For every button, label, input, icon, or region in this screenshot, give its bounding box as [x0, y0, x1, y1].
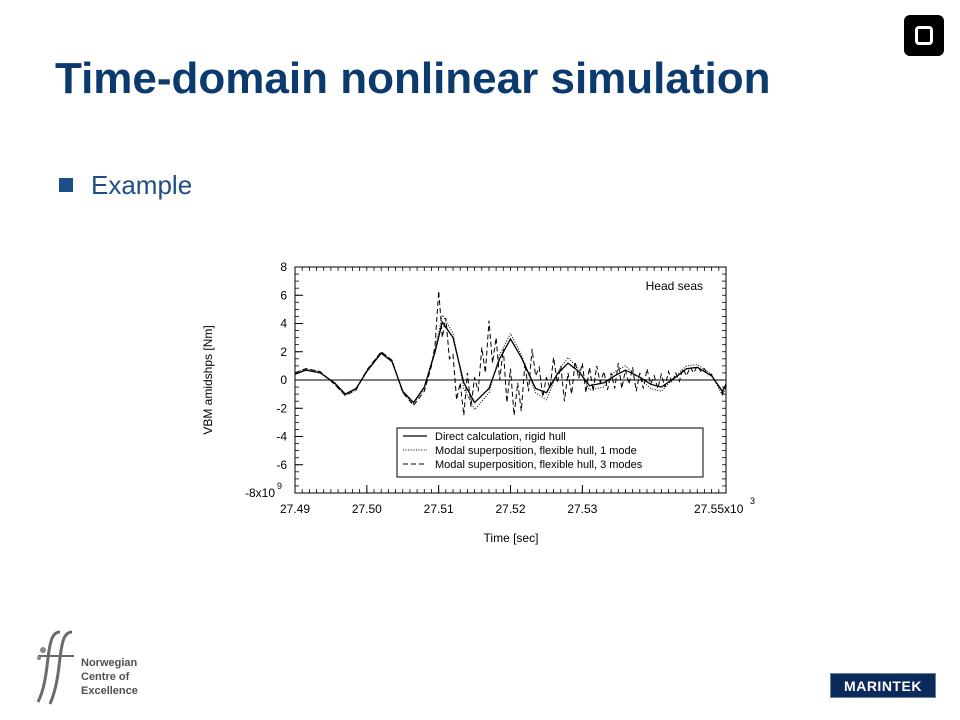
vbm-time-series-chart: 27.49 27.50 27.51 27.52 27.53 8 6 4 2 0 -2 -4 -6 Hea…: [201, 260, 755, 545]
y-tick-label: 4: [280, 317, 287, 331]
x-axis-label: Time [sec]: [484, 531, 539, 545]
corner-logo-icon: [904, 15, 944, 56]
y-tick-label: 2: [280, 345, 287, 359]
y-unit-exponent: 9: [277, 481, 282, 491]
norwegian-centre-of-excellence-logo-icon: [36, 630, 74, 705]
y-axis-label: VBM amidshps [Nm]: [201, 325, 215, 434]
x-unit-text: 27.55x10: [694, 502, 744, 516]
y-tick-label: 6: [280, 288, 287, 302]
x-tick-label: 27.53: [567, 502, 597, 516]
nce-label: Norwegian Centre of Excellence: [81, 656, 138, 698]
chart-annotation: Head seas: [646, 279, 703, 293]
bullet-text: Example: [91, 170, 193, 200]
y-tick-label: 8: [280, 260, 287, 274]
chart-legend: Direct calculation, rigid hull Modal supe…: [396, 427, 704, 478]
legend-label-1: Direct calculation, rigid hull: [435, 431, 566, 443]
legend-box: [396, 427, 704, 478]
x-tick-label: 27.52: [495, 502, 525, 516]
series-line-2: [294, 313, 727, 411]
y-unit-text: -8x10: [245, 486, 275, 500]
x-tick-label: 27.49: [280, 502, 310, 516]
y-tick-label: -4: [276, 430, 287, 444]
nce-line-1: Norwegian: [81, 657, 138, 669]
x-tick-label: 27.51: [424, 502, 454, 516]
legend-label-3: Modal superposition, flexible hull, 3 mo…: [435, 459, 643, 471]
nce-line-3: Excellence: [81, 685, 138, 697]
slide-title: Time-domain nonlinear simulation: [55, 54, 771, 103]
y-tick-label: -2: [276, 401, 287, 415]
series-line-3: [294, 290, 727, 416]
x-unit-exponent: 3: [750, 496, 755, 506]
nce-line-2: Centre of: [81, 671, 130, 683]
marintek-logo: MARINTEK: [830, 673, 936, 698]
x-unit-label: 27.55x10 3: [694, 496, 755, 516]
x-tick-label: 27.50: [352, 502, 382, 516]
y-tick-label: -6: [276, 458, 287, 472]
legend-label-2: Modal superposition, flexible hull, 1 mo…: [435, 445, 637, 457]
series-line-1: [294, 320, 727, 404]
y-unit-label: -8x10 9: [245, 481, 282, 500]
y-tick-label: 0: [280, 373, 287, 387]
square-bullet-icon: [59, 178, 73, 192]
